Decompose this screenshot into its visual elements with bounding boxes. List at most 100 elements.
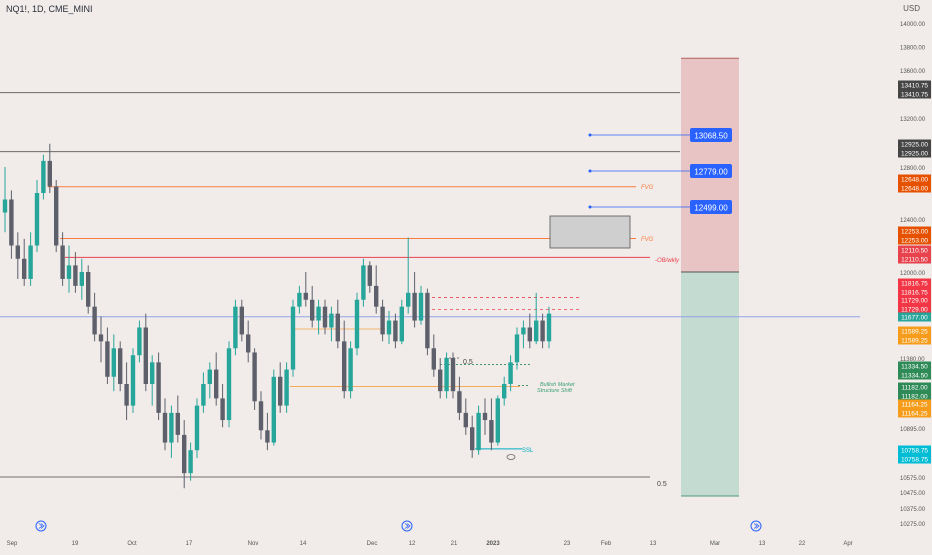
candle-body[interactable] [194, 405, 200, 451]
candle-body[interactable] [79, 272, 84, 286]
candle-body[interactable] [66, 265, 72, 279]
candle-body[interactable] [527, 327, 532, 342]
candle-body[interactable] [476, 412, 481, 451]
price-tag[interactable] [898, 235, 931, 245]
candle-body[interactable] [534, 320, 539, 342]
candle-body[interactable] [297, 292, 302, 307]
price-tag[interactable] [898, 89, 931, 99]
candle-body[interactable] [303, 292, 308, 300]
candle-body[interactable] [470, 427, 475, 451]
price-tag[interactable] [898, 278, 931, 288]
candle-body[interactable] [175, 412, 180, 435]
price-tag[interactable] [898, 335, 931, 345]
price-tag[interactable] [898, 254, 931, 264]
candle-body[interactable] [502, 383, 507, 399]
candle-body[interactable] [489, 420, 494, 443]
target-badge[interactable] [690, 128, 732, 142]
candle-body[interactable] [393, 320, 398, 342]
candle-body[interactable] [156, 362, 161, 413]
candle-body[interactable] [252, 352, 257, 402]
candle-body[interactable] [2, 199, 8, 213]
candle-body[interactable] [137, 327, 142, 356]
candle-body[interactable] [34, 193, 40, 246]
candle-body[interactable] [278, 376, 283, 406]
price-tag[interactable] [898, 80, 931, 90]
candle-body[interactable] [310, 299, 315, 321]
price-tag[interactable] [898, 312, 931, 322]
candle-body[interactable] [438, 369, 443, 392]
candle-body[interactable] [86, 272, 91, 307]
candle-body[interactable] [271, 376, 276, 443]
candle-body[interactable] [406, 292, 411, 307]
price-tag[interactable] [898, 174, 931, 184]
price-tag[interactable] [898, 454, 931, 464]
candle-body[interactable] [150, 362, 155, 384]
price-tag[interactable] [898, 139, 931, 149]
candle-body[interactable] [207, 369, 212, 384]
candle-body[interactable] [233, 306, 238, 349]
candle-body[interactable] [380, 306, 385, 335]
forward-icon[interactable] [750, 520, 762, 532]
candle-body[interactable] [246, 334, 251, 353]
candle-body[interactable] [182, 434, 187, 474]
candle-body[interactable] [265, 430, 270, 443]
candle-body[interactable] [431, 348, 436, 370]
candle-body[interactable] [15, 245, 20, 259]
price-tag[interactable] [898, 391, 931, 401]
candle-body[interactable] [124, 383, 129, 406]
candle-body[interactable] [105, 341, 110, 377]
candle-body[interactable] [22, 258, 27, 279]
price-tag[interactable] [898, 399, 931, 409]
candle-body[interactable] [342, 341, 347, 392]
price-tag[interactable] [898, 226, 931, 236]
candle-body[interactable] [425, 292, 430, 349]
candle-body[interactable] [457, 391, 462, 413]
price-tag[interactable] [898, 295, 931, 305]
price-tag[interactable] [898, 382, 931, 392]
candle-body[interactable] [361, 265, 366, 300]
candle-body[interactable] [111, 348, 116, 377]
price-tag[interactable] [898, 245, 931, 255]
candle-body[interactable] [444, 358, 449, 392]
candle-body[interactable] [169, 412, 174, 443]
candle-body[interactable] [418, 292, 424, 321]
candle-body[interactable] [367, 265, 372, 286]
candle-body[interactable] [9, 199, 14, 246]
candle-body[interactable] [201, 383, 206, 406]
candle-body[interactable] [316, 306, 321, 321]
candle-body[interactable] [162, 412, 168, 443]
candle-body[interactable] [514, 334, 520, 363]
candle-body[interactable] [130, 355, 136, 406]
candle-body[interactable] [508, 362, 513, 384]
candle-body[interactable] [374, 285, 379, 307]
candle-body[interactable] [354, 299, 360, 349]
target-badge[interactable] [690, 164, 732, 178]
candle-body[interactable] [521, 327, 526, 335]
candle-body[interactable] [188, 450, 193, 474]
price-tag[interactable] [898, 287, 931, 297]
candle-body[interactable] [239, 306, 244, 335]
candle-body[interactable] [41, 160, 46, 193]
candle-body[interactable] [143, 327, 148, 384]
candle-body[interactable] [258, 401, 264, 431]
candle-body[interactable] [226, 348, 232, 421]
candle-body[interactable] [495, 398, 500, 443]
candle-body[interactable] [60, 245, 65, 279]
candle-body[interactable] [412, 292, 417, 321]
candle-body[interactable] [450, 358, 456, 392]
candle-body[interactable] [329, 313, 334, 328]
candle-body[interactable] [92, 306, 97, 335]
candle-body[interactable] [386, 320, 392, 335]
candle-body[interactable] [399, 306, 404, 342]
candle-body[interactable] [54, 186, 59, 246]
candle-body[interactable] [482, 412, 488, 421]
candle-body[interactable] [290, 306, 296, 370]
price-tag[interactable] [898, 445, 931, 455]
price-tag[interactable] [898, 370, 931, 380]
price-tag[interactable] [898, 304, 931, 314]
stop-zone[interactable] [681, 272, 739, 496]
candle-body[interactable] [73, 265, 78, 286]
price-tag[interactable] [898, 408, 931, 418]
